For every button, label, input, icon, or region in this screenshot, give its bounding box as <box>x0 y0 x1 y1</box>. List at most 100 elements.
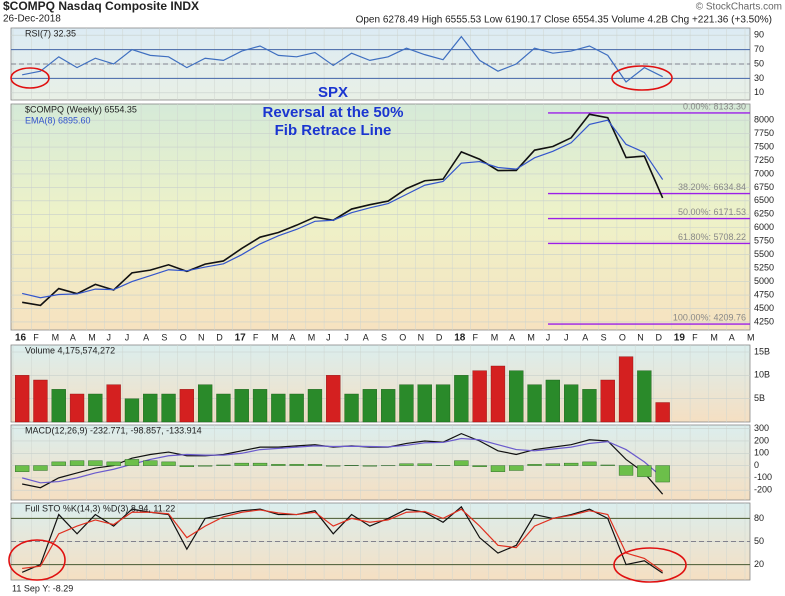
panel-label: RSI(7) 32.35 <box>25 28 76 38</box>
bar <box>472 370 487 423</box>
bar <box>509 370 524 423</box>
bar <box>234 462 249 466</box>
bar <box>307 389 323 423</box>
highlight-ellipse <box>613 547 687 583</box>
x-tick-label: S <box>381 332 387 342</box>
x-tick-label: N <box>637 332 644 342</box>
chart-date: 26-Dec-2018 <box>3 14 61 25</box>
bar <box>527 384 542 423</box>
x-tick-label: N <box>418 332 425 342</box>
x-tick-label: N <box>198 332 205 342</box>
x-tick-label: J <box>546 332 551 342</box>
x-tick-label: J <box>107 332 112 342</box>
bar <box>51 461 66 466</box>
y-tick-label: 5750 <box>754 236 774 246</box>
fib-label: 50.00%: 6171.53 <box>678 207 746 217</box>
x-tick-label: A <box>290 332 296 342</box>
bar <box>600 464 615 466</box>
x-tick-label: D <box>436 332 443 342</box>
x-tick-label: O <box>619 332 626 342</box>
bar <box>454 460 469 466</box>
bar <box>106 461 121 466</box>
bar <box>234 389 249 423</box>
bar <box>600 379 615 423</box>
series-line <box>22 113 664 307</box>
bar <box>161 461 176 466</box>
bar <box>380 389 396 423</box>
bar <box>33 379 48 423</box>
y-tick-label: 7750 <box>754 128 774 138</box>
y-tick-label: 80 <box>754 513 764 523</box>
x-tick-label: O <box>399 332 406 342</box>
panel-background <box>10 103 751 331</box>
legend-ema: EMA(8) 6895.60 <box>25 115 91 125</box>
bar <box>51 389 66 423</box>
y-tick-label: 6000 <box>754 222 774 232</box>
bar <box>490 365 506 423</box>
x-tick-label: J <box>326 332 331 342</box>
bar <box>161 393 176 423</box>
y-tick-label: 5250 <box>754 262 774 272</box>
x-tick-label: A <box>582 332 588 342</box>
x-tick-label: A <box>729 332 735 342</box>
y-tick-label: 7500 <box>754 141 774 151</box>
y-tick-label: 70 <box>754 44 764 54</box>
bar <box>545 379 561 423</box>
y-tick-label: -100 <box>754 472 772 482</box>
bar <box>362 465 378 467</box>
x-tick-label: M <box>710 332 718 342</box>
bar <box>618 356 634 423</box>
bar <box>344 393 359 423</box>
chart-title: $COMPQ Nasdaq Composite INDX <box>3 0 199 13</box>
x-tick-label: A <box>143 332 149 342</box>
y-tick-label: 30 <box>754 73 764 83</box>
y-tick-label: 300 <box>754 423 769 433</box>
x-tick-label: S <box>161 332 167 342</box>
y-tick-label: 5500 <box>754 249 774 259</box>
bar <box>582 389 597 423</box>
x-tick-label: M <box>271 332 279 342</box>
y-tick-label: 5000 <box>754 276 774 286</box>
x-tick-label: F <box>253 332 259 342</box>
bar <box>69 460 85 466</box>
fib-label: 100.00%: 4209.76 <box>673 312 746 322</box>
x-tick-label: D <box>216 332 223 342</box>
y-tick-label: 20 <box>754 559 764 569</box>
bar <box>417 384 432 423</box>
y-tick-label: 7000 <box>754 168 774 178</box>
series-line <box>22 35 663 83</box>
bar <box>216 393 231 423</box>
bar <box>399 463 414 466</box>
x-tick-label: D <box>656 332 663 342</box>
highlight-ellipse <box>611 65 673 91</box>
panel-label: $COMPQ (Weekly) 6554.35 <box>25 104 137 114</box>
panel-label: Full STO %K(14,3) %D(3) 8.94, 11.22 <box>25 503 175 513</box>
y-tick-label: 6250 <box>754 209 774 219</box>
fib-label: 38.20%: 6634.84 <box>678 182 746 192</box>
annotation: SPX <box>318 84 348 101</box>
bar <box>435 384 451 423</box>
bar <box>454 375 469 423</box>
y-tick-label: 6500 <box>754 195 774 205</box>
bar <box>582 461 597 466</box>
bar <box>289 464 304 466</box>
x-tick-label: M <box>52 332 60 342</box>
annotation: Fib Retrace Line <box>275 122 392 139</box>
panel-label: Volume 4,175,574,272 <box>25 345 115 355</box>
footer-note: 11 Sep Y: -8.29 <box>12 583 73 593</box>
bar <box>33 465 48 471</box>
x-tick-label: F <box>33 332 39 342</box>
y-tick-label: 15B <box>754 346 770 356</box>
x-tick-label: M <box>747 332 755 342</box>
bar <box>527 464 542 466</box>
x-tick-label: 18 <box>454 333 466 344</box>
bar <box>143 393 158 423</box>
x-tick-label: J <box>125 332 130 342</box>
bar <box>179 465 195 468</box>
bar <box>399 384 414 423</box>
bar <box>637 370 652 423</box>
bar <box>252 389 268 423</box>
x-tick-label: A <box>509 332 515 342</box>
bar <box>179 389 195 423</box>
bar <box>216 464 231 466</box>
